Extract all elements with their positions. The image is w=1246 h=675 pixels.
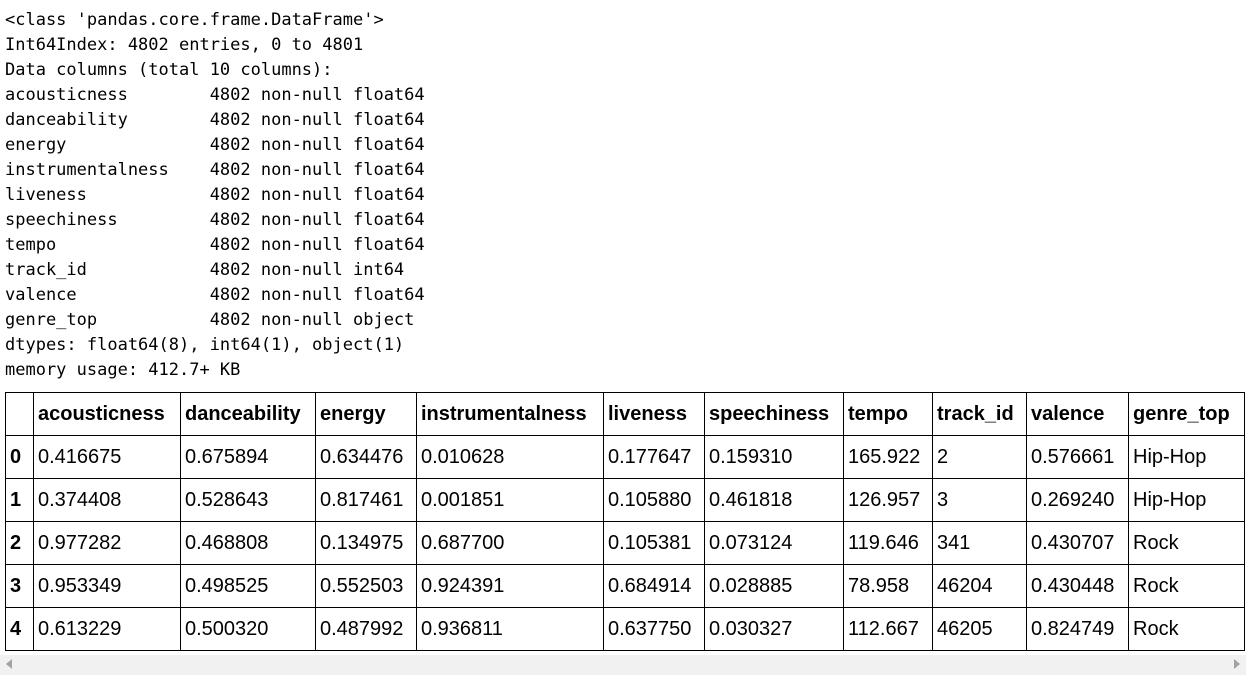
table-cell: 78.958	[843, 564, 933, 608]
table-cell: 0.105880	[603, 478, 705, 522]
column-header: instrumentalness	[416, 392, 604, 436]
table-row: 4 0.613229 0.500320 0.487992 0.936811 0.…	[5, 607, 1245, 651]
table-cell: 126.957	[843, 478, 933, 522]
table-cell: 0.468808	[180, 521, 316, 565]
table-cell: 0.528643	[180, 478, 316, 522]
table-cell: 0.637750	[603, 607, 705, 651]
table-cell: 0.817461	[315, 478, 417, 522]
table-cell: Hip-Hop	[1128, 435, 1245, 479]
row-index: 0	[5, 435, 34, 479]
table-row: 2 0.977282 0.468808 0.134975 0.687700 0.…	[5, 521, 1245, 565]
row-index: 3	[5, 564, 34, 608]
table-cell: 0.634476	[315, 435, 417, 479]
table-cell: 341	[932, 521, 1027, 565]
dataframe-table-container: acousticness danceability energy instrum…	[5, 392, 1245, 651]
table-cell: 0.269240	[1026, 478, 1129, 522]
table-cell: 0.028885	[704, 564, 844, 608]
dataframe-table: acousticness danceability energy instrum…	[5, 392, 1245, 651]
table-cell: 0.416675	[33, 435, 181, 479]
info-line: liveness 4802 non-null float64	[5, 185, 425, 205]
info-line: <class 'pandas.core.frame.DataFrame'>	[5, 10, 384, 30]
table-cell: 0.134975	[315, 521, 417, 565]
table-cell: 0.030327	[704, 607, 844, 651]
info-line: Int64Index: 4802 entries, 0 to 4801	[5, 35, 364, 55]
horizontal-scrollbar[interactable]	[0, 655, 1246, 675]
column-header: genre_top	[1128, 392, 1245, 436]
info-line: energy 4802 non-null float64	[5, 135, 425, 155]
info-line: track_id 4802 non-null int64	[5, 260, 405, 280]
table-cell: Rock	[1128, 607, 1245, 651]
info-line: acousticness 4802 non-null float64	[5, 85, 425, 105]
table-cell: 0.675894	[180, 435, 316, 479]
table-cell: Hip-Hop	[1128, 478, 1245, 522]
table-cell: 0.487992	[315, 607, 417, 651]
table-cell: 0.687700	[416, 521, 604, 565]
table-cell: 0.684914	[603, 564, 705, 608]
table-cell: 0.374408	[33, 478, 181, 522]
info-line: speechiness 4802 non-null float64	[5, 210, 425, 230]
table-cell: 0.824749	[1026, 607, 1129, 651]
table-cell: 0.001851	[416, 478, 604, 522]
index-header-cell	[5, 392, 34, 436]
table-cell: 112.667	[843, 607, 933, 651]
table-cell: 46204	[932, 564, 1027, 608]
row-index: 2	[5, 521, 34, 565]
dataframe-info-output: <class 'pandas.core.frame.DataFrame'> Int…	[5, 8, 425, 383]
column-header: acousticness	[33, 392, 181, 436]
table-cell: 0.953349	[33, 564, 181, 608]
table-cell: Rock	[1128, 521, 1245, 565]
table-cell: 0.576661	[1026, 435, 1129, 479]
table-cell: 0.430448	[1026, 564, 1129, 608]
table-cell: 0.924391	[416, 564, 604, 608]
info-line: genre_top 4802 non-null object	[5, 310, 415, 330]
column-header: valence	[1026, 392, 1129, 436]
table-cell: 0.936811	[416, 607, 604, 651]
chevron-left-icon[interactable]	[6, 659, 12, 669]
info-line: dtypes: float64(8), int64(1), object(1)	[5, 335, 405, 355]
table-cell: 165.922	[843, 435, 933, 479]
column-header: track_id	[932, 392, 1027, 436]
table-cell: 0.977282	[33, 521, 181, 565]
table-cell: 0.159310	[704, 435, 844, 479]
column-header: tempo	[843, 392, 933, 436]
row-index: 4	[5, 607, 34, 651]
info-line: valence 4802 non-null float64	[5, 285, 425, 305]
table-cell: 0.500320	[180, 607, 316, 651]
table-cell: 46205	[932, 607, 1027, 651]
table-cell: 0.105381	[603, 521, 705, 565]
chevron-right-icon[interactable]	[1234, 659, 1240, 669]
info-line: tempo 4802 non-null float64	[5, 235, 425, 255]
table-cell: 0.498525	[180, 564, 316, 608]
table-cell: 3	[932, 478, 1027, 522]
table-cell: 0.552503	[315, 564, 417, 608]
info-line: memory usage: 412.7+ KB	[5, 360, 241, 380]
info-line: danceability 4802 non-null float64	[5, 110, 425, 130]
table-cell: 0.613229	[33, 607, 181, 651]
table-cell: 119.646	[843, 521, 933, 565]
table-cell: 0.073124	[704, 521, 844, 565]
row-index: 1	[5, 478, 34, 522]
info-line: instrumentalness 4802 non-null float64	[5, 160, 425, 180]
table-row: 0 0.416675 0.675894 0.634476 0.010628 0.…	[5, 435, 1245, 479]
table-cell: 0.430707	[1026, 521, 1129, 565]
table-cell: 0.461818	[704, 478, 844, 522]
column-header: speechiness	[704, 392, 844, 436]
table-cell: 0.177647	[603, 435, 705, 479]
column-header: energy	[315, 392, 417, 436]
table-cell: Rock	[1128, 564, 1245, 608]
table-header-row: acousticness danceability energy instrum…	[5, 392, 1245, 436]
column-header: danceability	[180, 392, 316, 436]
table-cell: 0.010628	[416, 435, 604, 479]
info-line: Data columns (total 10 columns):	[5, 60, 333, 80]
table-row: 1 0.374408 0.528643 0.817461 0.001851 0.…	[5, 478, 1245, 522]
column-header: liveness	[603, 392, 705, 436]
table-cell: 2	[932, 435, 1027, 479]
table-row: 3 0.953349 0.498525 0.552503 0.924391 0.…	[5, 564, 1245, 608]
